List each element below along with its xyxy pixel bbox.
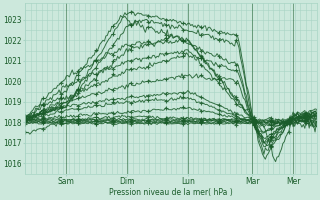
X-axis label: Pression niveau de la mer( hPa ): Pression niveau de la mer( hPa ) (109, 188, 233, 197)
